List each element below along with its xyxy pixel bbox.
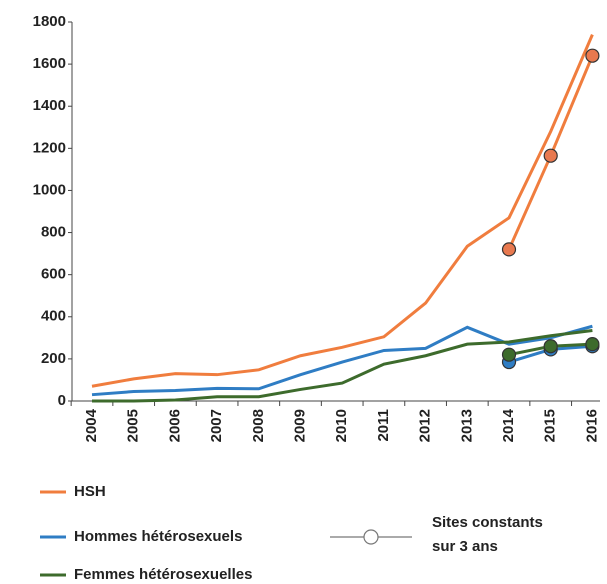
legend-label: Femmes hétérosexuelles (74, 566, 252, 583)
x-tick-label: 2005 (125, 409, 142, 442)
x-tick-label: 2004 (83, 408, 100, 442)
x-tick-label: 2008 (250, 409, 267, 442)
x-tick-label: 2010 (333, 409, 350, 442)
y-tick-label: 600 (41, 266, 66, 283)
legend-label: Hommes hétérosexuels (74, 528, 242, 545)
y-tick-label: 1800 (33, 13, 66, 30)
marker (585, 48, 600, 63)
y-tick-label: 200 (41, 350, 66, 367)
marker (543, 148, 558, 163)
series-line (92, 328, 593, 403)
y-tick-label: 1400 (33, 97, 66, 114)
legend-label: Sites constants (432, 514, 543, 531)
marker (501, 242, 517, 257)
marker (543, 339, 558, 354)
y-tick-label: 800 (41, 224, 66, 241)
x-tick-label: 2013 (458, 409, 475, 442)
y-tick-label: 1000 (33, 181, 66, 198)
marker (585, 337, 600, 352)
series-line (91, 324, 593, 397)
y-tick-label: 1600 (33, 55, 66, 72)
marker (501, 347, 517, 362)
legend-label: HSH (74, 483, 106, 500)
x-tick-label: 2009 (291, 409, 308, 442)
x-tick-label: 2014 (500, 408, 517, 442)
x-tick-label: 2015 (542, 409, 559, 442)
legend-label: sur 3 ans (432, 538, 498, 555)
y-tick-label: 1200 (33, 139, 66, 156)
y-tick-label: 400 (41, 308, 66, 325)
x-tick-label: 2012 (417, 409, 434, 442)
x-tick-label: 2007 (208, 409, 225, 442)
x-tick-label: 2006 (166, 409, 183, 442)
legend-marker (363, 529, 379, 545)
series-line (91, 34, 594, 388)
y-tick-label: 0 (58, 392, 66, 409)
x-tick-label: 2016 (583, 409, 600, 442)
x-tick-label: 2011 (375, 409, 392, 442)
